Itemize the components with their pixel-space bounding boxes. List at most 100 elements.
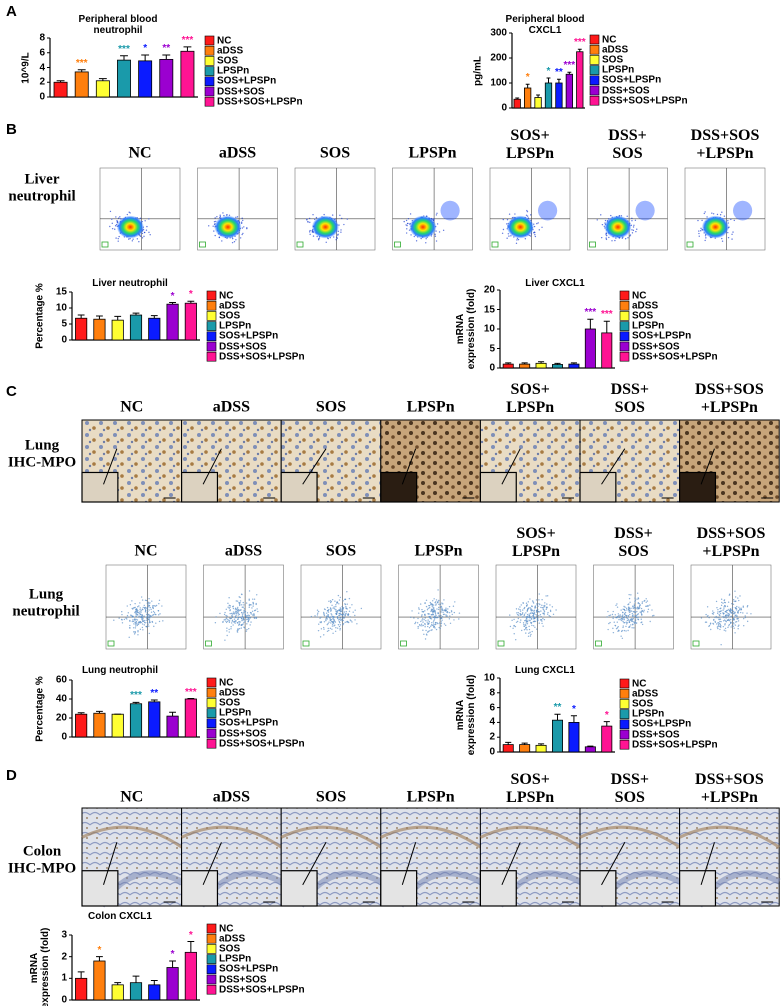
legend-swatch [207,955,216,964]
flow-event [516,243,517,244]
flow-event [138,624,139,625]
flow-event [725,630,726,631]
flow-event [529,615,530,616]
flow-event [138,605,139,606]
flow-event [421,625,422,626]
legend-swatch [620,679,629,688]
flow-event [340,619,341,620]
error-bar [96,316,103,319]
flow-event [254,613,255,614]
flow-event [323,612,324,613]
flow-event [226,622,227,623]
flow-event [630,594,631,595]
flow-event [330,602,331,603]
flow-event [736,606,737,607]
flow-event [345,613,346,614]
flow-event [332,625,333,626]
flow-event [148,232,149,233]
flow-event [705,237,706,238]
flow-event [440,611,441,612]
flow-event [251,607,252,608]
flow-event [526,629,527,630]
column-header: LPSPn [414,542,462,560]
flow-event [438,607,439,608]
flow-event [134,603,135,604]
flow-event [246,619,247,620]
flow-event [318,238,319,239]
flow-event [332,624,333,625]
bar [556,83,562,108]
significance-marker: * [189,289,193,300]
flow-event [241,618,242,619]
legend-swatch [207,719,216,728]
chart-title: Liver neutrophil [92,278,168,289]
flow-event [235,616,236,617]
flow-event [141,614,142,615]
flow-event [617,631,618,632]
flow-event [734,591,735,592]
bar [602,726,612,752]
flow-event [158,603,159,604]
flow-event [340,617,341,618]
flow-event [641,608,642,609]
flow-event [614,240,615,241]
flow-event [627,630,628,631]
flow-event [526,603,527,604]
flow-event [617,616,618,617]
flow-event [525,624,526,625]
flow-event [229,605,230,606]
flow-event [435,601,436,602]
flow-event [342,615,343,616]
flow-event [431,614,432,615]
flow-event [540,614,541,615]
flow-event [147,622,148,623]
y-tick-label: 0 [61,335,67,346]
bar [577,52,583,108]
flow-event [717,626,718,627]
flow-event [649,604,650,605]
flow-event [536,603,537,604]
flow-event [151,616,152,617]
flow-event [638,598,639,599]
flow-event [436,214,437,215]
flow-event [547,612,548,613]
flow-density [214,216,241,239]
flow-event [434,234,435,235]
y-tick-label: 0 [489,363,495,374]
flow-event [611,240,612,241]
row-label: Liver neutrophil [8,172,75,205]
flow-event [711,212,712,213]
flow-event [523,624,524,625]
legend-swatch [205,67,214,76]
legend-swatch [207,709,216,718]
flow-event [431,609,432,610]
flow-event [650,621,651,622]
flow-event [410,617,411,618]
flow-event [338,609,339,610]
legend-label: DSS+SOS+LPSPn [219,984,305,995]
flow-event [630,608,631,609]
flow-event [743,625,744,626]
flow-event [144,220,145,221]
flow-event [246,227,247,228]
flow-event [713,613,714,614]
flow-event [227,606,228,607]
flow-event [229,631,230,632]
flow-event [337,616,338,617]
flow-event [538,611,539,612]
flow-event [339,621,340,622]
flow-event [541,620,542,621]
flow-event [233,608,234,609]
flow-event [237,619,238,620]
significance-marker: ** [555,67,563,78]
flow-event [212,225,213,226]
chart-title: Peripheral blood neutrophil [79,14,158,36]
flow-event [143,621,144,622]
flow-event [512,628,513,629]
error-bar [141,55,149,61]
flow-event [525,622,526,623]
flow-event [309,230,310,231]
error-bar [114,316,121,320]
flow-event [722,616,723,617]
y-axis-label: Percentage % [35,283,46,349]
